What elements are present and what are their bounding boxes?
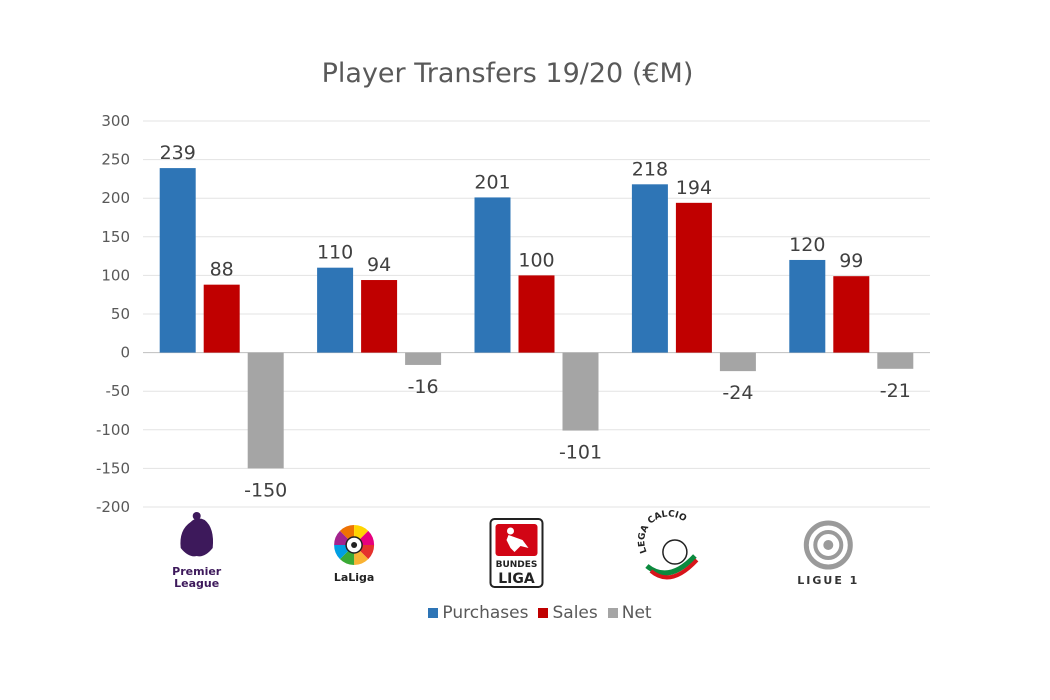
y-tick-label: -150 (96, 459, 130, 477)
legend-item-sales: Sales (538, 603, 598, 623)
legend-item-net: Net (607, 603, 652, 623)
legend-item-purchases: Purchases (428, 603, 528, 623)
bar-net (405, 352, 442, 365)
legend-label: Sales (552, 603, 598, 623)
legend-swatch (538, 608, 549, 618)
data-label-purchases: 120 (789, 234, 825, 256)
bars (159, 168, 914, 469)
y-tick-label: -200 (96, 498, 130, 516)
data-label-purchases: 218 (632, 158, 668, 180)
logo-text: League (174, 577, 219, 590)
y-axis-ticks: 300 250 200 150 100 50 0 -50 -100 -150 -200 (96, 112, 130, 516)
legend-label: Net (621, 603, 652, 623)
bar-purchases (631, 184, 668, 353)
logo-text: LaLiga (334, 571, 375, 584)
y-tick-label: 0 (120, 344, 130, 362)
ligue1-center (823, 540, 834, 550)
bar-purchases (317, 267, 354, 353)
data-label-sales: 194 (676, 177, 712, 199)
bar-sales (833, 276, 870, 353)
green-swoosh (645, 554, 697, 576)
bar-sales (361, 280, 398, 353)
legend-swatch (607, 608, 618, 618)
logo-text: Premier (172, 565, 222, 578)
bar-purchases (789, 259, 826, 353)
data-label-sales: 100 (518, 249, 554, 271)
lion-icon (180, 518, 214, 557)
y-tick-label: 250 (101, 151, 130, 169)
data-label-net: -101 (559, 442, 602, 464)
y-tick-label: -100 (96, 421, 130, 439)
bar-net (719, 352, 756, 372)
y-tick-label: 100 (101, 266, 130, 284)
ball-center (351, 542, 358, 548)
logo-text: LIGUE 1 (797, 574, 859, 587)
y-tick-label: -50 (106, 382, 131, 400)
y-tick-label: 200 (101, 189, 130, 207)
y-tick-label: 150 (101, 228, 130, 246)
player-icon (506, 535, 529, 552)
legend: Purchases Sales Net (0, 603, 1050, 623)
chart-title: Player Transfers 19/20 (€M) (321, 58, 694, 89)
data-label-purchases: 110 (317, 242, 353, 264)
lega-calcio-logo: LEGA CALCIO (637, 509, 699, 580)
ligue1-ring-icon (803, 520, 853, 570)
bar-purchases (159, 168, 196, 353)
bar-net (247, 352, 284, 469)
player-head-icon (507, 527, 514, 535)
data-label-net: -150 (244, 479, 287, 501)
data-label-sales: 99 (839, 250, 863, 272)
y-tick-label: 300 (101, 112, 130, 130)
data-label-purchases: 239 (160, 142, 196, 164)
data-label-net: -21 (880, 380, 911, 402)
bar-net (877, 352, 914, 369)
crown-icon (192, 512, 201, 520)
logo-text: LIGA (498, 571, 535, 587)
logo-text: BUNDES (496, 560, 538, 570)
red-swoosh (649, 558, 699, 580)
data-label-sales: 88 (210, 259, 234, 281)
legend-label: Purchases (442, 603, 529, 623)
legend-swatch (428, 608, 439, 618)
ligue1-inner-ring (813, 530, 844, 560)
data-label-net: -24 (722, 382, 753, 404)
bar-net (562, 352, 599, 431)
bar-sales (675, 202, 712, 353)
data-label-net: -16 (408, 376, 439, 398)
data-label-purchases: 201 (474, 171, 510, 193)
data-label-sales: 94 (367, 254, 391, 276)
bar-sales (518, 275, 555, 353)
ball-icon (662, 539, 688, 565)
bar-sales (203, 284, 240, 353)
data-labels: 239 88 -150 110 94 -16 201 100 -101 218 194 -24 120 9… (160, 142, 911, 501)
laliga-logo: LaLiga (334, 525, 375, 584)
y-tick-label: 50 (111, 305, 130, 323)
bar-purchases (474, 197, 511, 353)
ligue-1-logo: LIGUE 1 (797, 520, 859, 587)
